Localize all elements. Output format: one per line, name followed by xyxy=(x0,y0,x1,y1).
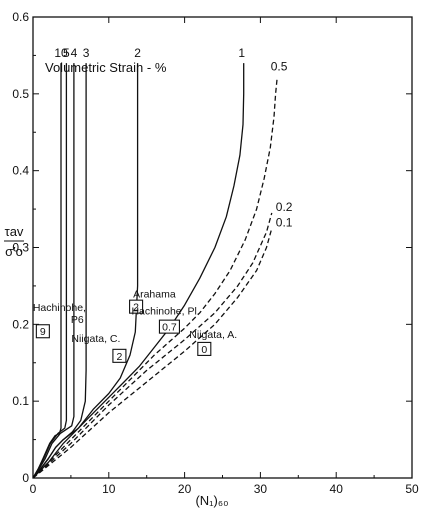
data-point-box xyxy=(129,299,144,314)
y-tick-label: 0 xyxy=(22,471,29,485)
y-axis-title: τav σ′o xyxy=(4,224,24,259)
data-point-value: 2 xyxy=(133,302,139,314)
y-axis-label-denominator: σ′o xyxy=(5,244,23,259)
strain-curve-0-1 xyxy=(32,228,273,479)
data-point-value: 9 xyxy=(40,326,46,338)
y-tick-label: 0.4 xyxy=(12,164,29,178)
strain-curve-0-5 xyxy=(32,78,278,479)
y-tick-label: 0.1 xyxy=(12,394,29,408)
x-tick-label: 0 xyxy=(30,482,37,496)
strain-curve-5 xyxy=(32,63,68,479)
x-axis-label: (N₁)₆₀ xyxy=(195,493,228,508)
strain-curve-2 xyxy=(32,63,139,479)
data-point-box xyxy=(35,324,50,339)
curve-label-3: 3 xyxy=(83,46,90,60)
y-tick-label: 0.3 xyxy=(12,241,29,255)
curve-label-0-1: 0.1 xyxy=(276,215,293,229)
curve-label-4: 4 xyxy=(71,46,78,60)
strain-curve-0-2 xyxy=(32,212,273,479)
x-tick-label: 40 xyxy=(330,482,344,496)
strain-curve-4 xyxy=(32,63,75,479)
y-tick-label: 0.2 xyxy=(12,317,29,331)
data-point-label: Arahama xyxy=(133,289,176,301)
data-point-value: 0.7 xyxy=(162,322,177,334)
curve-label-10: 10 xyxy=(54,46,68,60)
curve-label-5: 5 xyxy=(63,46,70,60)
y-axis-label-numerator: τav xyxy=(5,224,24,239)
x-tick-label: 10 xyxy=(102,482,116,496)
data-point-value: 2 xyxy=(116,351,122,363)
x-tick-label: 20 xyxy=(178,482,192,496)
curve-label-0-2: 0.2 xyxy=(276,200,293,214)
data-point-label: Hachinohe, xyxy=(33,302,86,314)
x-tick-label: 30 xyxy=(254,482,268,496)
curve-label-0-5: 0.5 xyxy=(271,59,288,73)
curve-label-1: 1 xyxy=(238,46,245,60)
data-point-label: Niigata, A. xyxy=(189,329,237,341)
curve-label-2: 2 xyxy=(134,46,141,60)
data-point-label: Hachinohe, Pl. xyxy=(131,306,199,318)
volumetric-strain-header: Volumetric Strain - % xyxy=(45,60,167,75)
x-axis-title: (N₁)₆₀ xyxy=(195,493,228,508)
y-tick-label: 0.5 xyxy=(12,87,29,101)
y-tick-label: 0.6 xyxy=(12,10,29,24)
data-point-label: P6 xyxy=(71,314,84,326)
data-point-label: Niigata, C. xyxy=(71,333,120,345)
data-point-box xyxy=(112,348,127,363)
data-point-value: 0 xyxy=(201,344,207,356)
data-point-box xyxy=(197,341,212,356)
x-tick-label: 50 xyxy=(405,482,419,496)
data-point-box xyxy=(158,319,180,334)
